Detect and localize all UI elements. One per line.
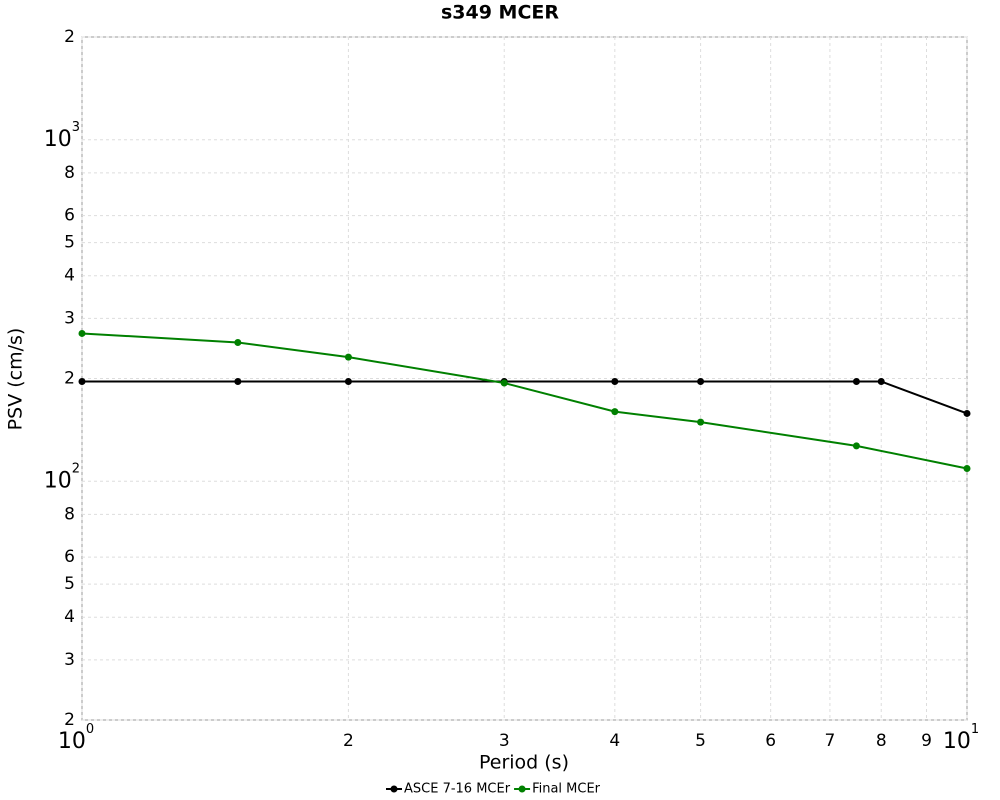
data-point [234,377,242,385]
data-point [344,353,352,361]
tick-label-text: 10 [44,468,72,493]
tick-label: 4 [64,607,75,627]
tick-label-text: 3 [499,731,510,751]
data-point [963,409,971,417]
tick-label-superscript: 0 [86,722,94,737]
data-point [234,338,242,346]
series-line [82,380,968,415]
data-point [852,442,860,450]
tick-label-superscript: 3 [72,119,80,134]
tick-label-text: 6 [64,547,75,567]
tick-label: 6 [64,206,75,226]
tick-label: 8 [876,731,887,751]
data-point [877,377,885,385]
series-line [81,332,968,470]
tick-label: 6 [64,547,75,567]
x-axis-label: Period (s) [479,752,569,774]
tick-label-text: 3 [64,308,75,328]
data-point [344,377,352,385]
data-point [78,329,86,337]
tick-label-text: 3 [64,650,75,670]
data-point [611,408,619,416]
tick-label-text: 5 [64,233,75,253]
tick-label: 103 [44,119,80,152]
tick-label: 4 [609,731,620,751]
legend-marker [390,785,398,793]
data-point [697,377,705,385]
tick-label: 3 [499,731,510,751]
tick-label-text: 8 [876,731,887,751]
legend-marker [518,785,526,793]
tick-label-superscript: 2 [72,461,80,476]
tick-label: 8 [64,163,75,183]
tick-label: 3 [64,308,75,328]
data-point [78,377,86,385]
tick-label: 2 [343,731,354,751]
data-point [697,418,705,426]
tick-label-text: 2 [64,369,75,389]
tick-label: 5 [64,574,75,594]
tick-label-text: 10 [44,127,72,152]
tick-label: 2 [64,369,75,389]
tick-label-text: 9 [921,731,932,751]
tick-label-text: 2 [64,27,75,47]
tick-label-text: 2 [64,710,75,730]
tick-label-text: 5 [64,574,75,594]
tick-label-text: 4 [609,731,620,751]
tick-label: 8 [64,504,75,524]
chart-title: s349 MCER [441,2,559,24]
tick-label: 6 [765,731,776,751]
tick-label-text: 10 [58,729,86,754]
legend: ASCE 7-16 MCEr Final MCEr [386,782,601,797]
legend-label: ASCE 7-16 MCEr [404,782,511,797]
data-point [963,465,971,473]
tick-label: 102 [44,461,80,494]
tick-label-text: 6 [64,206,75,226]
tick-label: 4 [64,266,75,286]
tick-label: 7 [824,731,835,751]
tick-label: 2 [64,27,75,47]
tick-label-text: 2 [343,731,354,751]
data-point [852,377,860,385]
tick-label: 5 [695,731,706,751]
data-point [611,377,619,385]
tick-label-text: 4 [64,607,75,627]
tick-label-superscript: 1 [971,722,979,737]
tick-label: 5 [64,233,75,253]
tick-label: 100 [58,722,94,755]
y-axis-label: PSV (cm/s) [5,328,27,431]
tick-label-text: 7 [824,731,835,751]
tick-label-text: 8 [64,163,75,183]
data-point [500,379,508,387]
tick-label-text: 6 [765,731,776,751]
tick-label-text: 5 [695,731,706,751]
tick-label-text: 10 [943,729,971,754]
tick-label: 101 [943,722,979,755]
legend-label: Final MCEr [532,782,601,797]
tick-label: 9 [921,731,932,751]
tick-label-text: 8 [64,504,75,524]
tick-label: 2 [64,710,75,730]
tick-label: 3 [64,650,75,670]
tick-label-text: 4 [64,266,75,286]
